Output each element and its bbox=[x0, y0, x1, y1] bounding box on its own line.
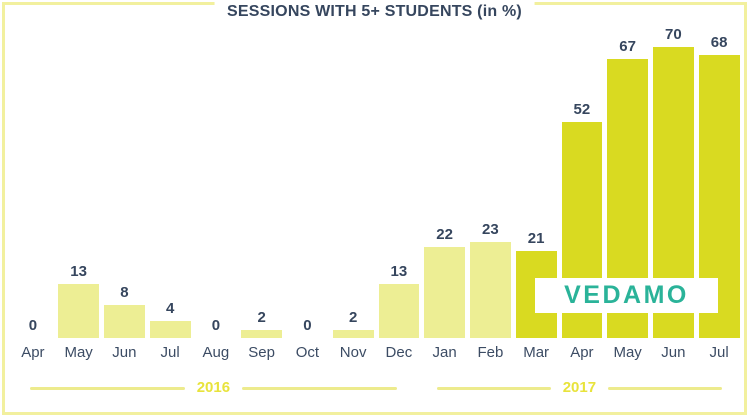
bar-column: 0 bbox=[193, 25, 239, 338]
month-tick-label: Jun bbox=[661, 344, 686, 361]
month-tick-label: Apr bbox=[21, 344, 45, 361]
bar bbox=[470, 242, 511, 338]
bar-column: 23 bbox=[468, 25, 514, 338]
bar-value-label: 52 bbox=[573, 101, 591, 118]
bar-value-label: 13 bbox=[390, 263, 408, 280]
month-tick-label: Jan bbox=[432, 344, 457, 361]
bar-value-label: 67 bbox=[619, 38, 636, 55]
year-axis-line bbox=[30, 386, 185, 390]
month-tick-label: Nov bbox=[339, 344, 367, 361]
bar-value-label: 68 bbox=[710, 34, 728, 51]
month-tick-label: Jul bbox=[709, 344, 729, 361]
year-group: 2017 bbox=[417, 380, 742, 396]
vedamo-logo-text: VEDAMO bbox=[564, 281, 689, 309]
year-axis-line bbox=[242, 386, 397, 390]
bar-value-label: 0 bbox=[28, 317, 38, 334]
bar-value-label: 23 bbox=[482, 221, 499, 238]
month-tick-label: Sep bbox=[248, 344, 275, 361]
bar-value-label: 0 bbox=[303, 317, 312, 334]
bar bbox=[424, 247, 465, 338]
month-tick-label: Jul bbox=[160, 344, 180, 361]
year-group: 2016 bbox=[10, 380, 417, 396]
month-tick-label: Apr bbox=[570, 344, 594, 361]
bar bbox=[149, 321, 191, 338]
month-tick-label: Jun bbox=[112, 344, 137, 361]
bar-value-label: 4 bbox=[165, 300, 175, 317]
month-tick-label: Oct bbox=[295, 344, 320, 361]
bar-value-label: 21 bbox=[527, 230, 545, 247]
bar bbox=[378, 284, 420, 338]
bar bbox=[104, 305, 145, 338]
bar-column: 13 bbox=[376, 25, 422, 338]
bar-column: 0 bbox=[10, 25, 56, 338]
bar-value-label: 2 bbox=[348, 309, 358, 326]
year-label: 2016 bbox=[196, 379, 231, 396]
vedamo-watermark: VEDAMO bbox=[535, 278, 718, 313]
bar bbox=[58, 284, 99, 338]
month-tick-label: Aug bbox=[202, 344, 230, 361]
bar-value-label: 70 bbox=[665, 26, 682, 43]
year-axis: 2016 2017 bbox=[10, 380, 742, 396]
month-tick-label: Mar bbox=[523, 344, 550, 361]
bar bbox=[241, 330, 282, 338]
bar-column: 2 bbox=[330, 25, 376, 338]
year-label: 2017 bbox=[562, 379, 597, 396]
bar-column: 22 bbox=[422, 25, 468, 338]
month-tick-label: Feb bbox=[477, 344, 504, 361]
chart-title: SESSIONS WITH 5+ STUDENTS (in %) bbox=[214, 2, 535, 22]
bar-column: 4 bbox=[147, 25, 193, 338]
bar-value-label: 22 bbox=[436, 226, 453, 243]
bar-column: 2 bbox=[239, 25, 285, 338]
bar-plot-area: 0 13 8 4 0 2 0 2 13 22 23 21 52 67 70 68 bbox=[10, 25, 742, 338]
bar-column: 13 bbox=[56, 25, 102, 338]
year-axis-line bbox=[436, 386, 551, 390]
bar-column: 0 bbox=[285, 25, 331, 338]
bar-value-label: 2 bbox=[257, 309, 266, 326]
month-tick-label: May bbox=[613, 344, 642, 361]
bar-column: 68 bbox=[696, 25, 742, 338]
year-axis-line bbox=[608, 386, 722, 390]
month-axis: Apr May Jun Jul Aug Sep Oct Nov Dec Jan Feb Mar Apr M… bbox=[10, 343, 742, 363]
bar bbox=[332, 330, 374, 338]
month-tick-label: May bbox=[64, 344, 93, 361]
bar-value-label: 8 bbox=[120, 284, 129, 301]
bar-column: 8 bbox=[102, 25, 148, 338]
bar-value-label: 13 bbox=[70, 263, 87, 280]
bar-value-label: 0 bbox=[211, 317, 221, 334]
month-tick-label: Dec bbox=[385, 344, 413, 361]
